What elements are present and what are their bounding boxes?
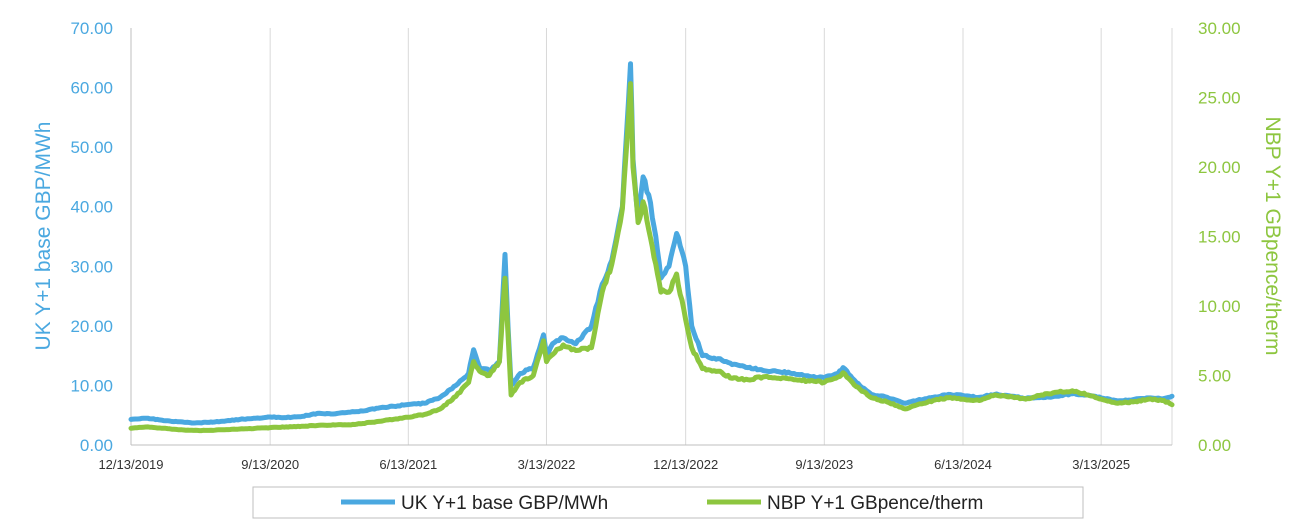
y-tick-label-left: 20.00 — [70, 317, 113, 336]
y-tick-label-right: 20.00 — [1198, 158, 1241, 177]
x-tick-label: 6/13/2021 — [379, 457, 437, 472]
y-tick-label-left: 70.00 — [70, 19, 113, 38]
y-tick-label-right: 25.00 — [1198, 89, 1241, 108]
x-tick-label: 3/13/2022 — [518, 457, 576, 472]
y-axis-title-left: UK Y+1 base GBP/MWh — [32, 122, 55, 351]
series-line-nbp-gas — [128, 81, 1175, 434]
tick-labels: 12/13/2019 9/13/2020 6/13/2021 3/13/2022 12/… — [70, 19, 1240, 472]
y-tick-label-right: 0.00 — [1198, 436, 1231, 455]
x-tick-label: 9/13/2023 — [795, 457, 853, 472]
y-tick-label-left: 10.00 — [70, 376, 113, 395]
y-tick-label-left: 40.00 — [70, 198, 113, 217]
x-tick-label: 3/13/2025 — [1072, 457, 1130, 472]
y-tick-label-left: 60.00 — [70, 79, 113, 98]
axes — [130, 28, 1173, 446]
x-tick-label: 12/13/2019 — [98, 457, 163, 472]
y-tick-label-right: 5.00 — [1198, 367, 1231, 386]
y-tick-label-left: 30.00 — [70, 257, 113, 276]
y-tick-label-right: 10.00 — [1198, 297, 1241, 316]
legend-label-uk-power: UK Y+1 base GBP/MWh — [401, 493, 608, 514]
legend-label-nbp-gas: NBP Y+1 GBpence/therm — [767, 493, 983, 514]
y-tick-label-right: 30.00 — [1198, 19, 1241, 38]
x-tick-label: 6/13/2024 — [934, 457, 992, 472]
y-axis-title-right: NBP Y+1 GBpence/therm — [1261, 116, 1284, 355]
gridlines — [269, 28, 1102, 445]
series-lines — [128, 61, 1175, 434]
legend: UK Y+1 base GBP/MWh NBP Y+1 GBpence/ther… — [252, 486, 1084, 519]
y-tick-label-right: 15.00 — [1198, 228, 1241, 247]
x-tick-label: 12/13/2022 — [653, 457, 718, 472]
y-tick-label-left: 50.00 — [70, 138, 113, 157]
x-tick-label: 9/13/2020 — [241, 457, 299, 472]
y-tick-label-left: 0.00 — [80, 436, 113, 455]
